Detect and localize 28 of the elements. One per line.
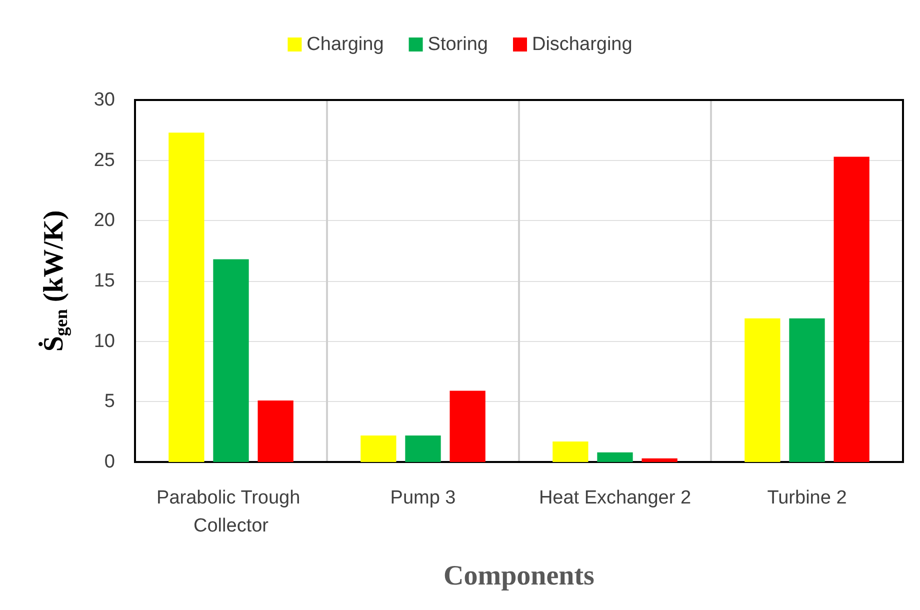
x-tick-label: Parabolic Trough Collector (156, 488, 306, 536)
y-tick-label: 5 (104, 391, 115, 412)
bar (450, 390, 486, 462)
legend-label: Storing (428, 34, 488, 55)
x-tick-label: Heat Exchanger 2 (538, 488, 692, 508)
y-tick-label: 15 (94, 270, 115, 292)
bar (552, 441, 588, 462)
y-tick-label: 25 (94, 150, 115, 171)
bar (168, 132, 204, 462)
x-tick-label: Turbine 2 (767, 488, 847, 508)
bar (360, 435, 396, 462)
bar (405, 435, 441, 462)
y-tick-label: 20 (94, 210, 115, 232)
bar (597, 452, 633, 462)
bar (642, 458, 678, 462)
x-axis-title: Components (444, 560, 595, 592)
y-tick-label: 10 (94, 330, 115, 352)
legend-label: Charging (306, 34, 384, 55)
y-tick-label: 30 (94, 90, 115, 110)
legend-label: Discharging (532, 34, 632, 55)
bar (744, 318, 780, 462)
bar (834, 156, 870, 462)
y-tick-label: 0 (104, 452, 115, 472)
bar (213, 259, 249, 462)
x-tick-label: Pump 3 (390, 488, 456, 508)
bar (258, 400, 294, 462)
y-axis-title: Ṡgen (kW/K) (38, 210, 71, 352)
bar (789, 318, 825, 462)
